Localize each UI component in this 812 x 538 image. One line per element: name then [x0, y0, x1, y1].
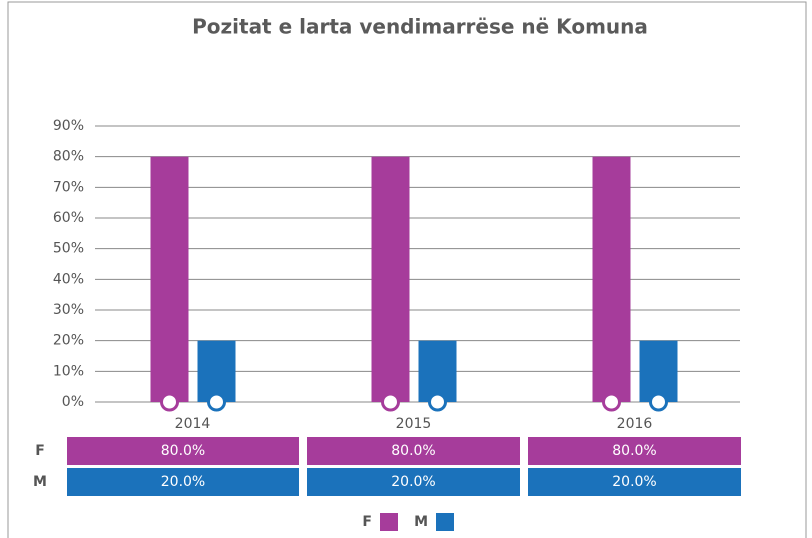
- bar: [639, 340, 678, 402]
- table-cell: [528, 437, 741, 465]
- legend-swatch: [380, 513, 398, 531]
- y-tick-label: 30%: [53, 302, 84, 318]
- y-tick-label: 90%: [53, 118, 84, 134]
- legend-label: F: [362, 514, 372, 530]
- bar: [418, 340, 457, 402]
- table-row-label: M: [33, 474, 47, 490]
- y-tick-label: 80%: [53, 149, 84, 165]
- x-tick-label: 2014: [175, 416, 211, 432]
- bar-base-marker: [207, 392, 226, 412]
- bar-base-marker: [428, 392, 447, 412]
- y-tick-label: 20%: [53, 333, 84, 349]
- y-tick-label: 50%: [53, 241, 84, 257]
- bar-base-marker: [602, 392, 621, 412]
- table-value: 80.0%: [161, 443, 205, 459]
- table-cell: [307, 468, 520, 496]
- legend-swatch: [436, 513, 454, 531]
- table-row-label: F: [35, 443, 45, 459]
- y-tick-label: 70%: [53, 179, 84, 195]
- table-value: 20.0%: [161, 474, 205, 490]
- chart-title: Pozitat e larta vendimarrëse në Komuna: [192, 15, 648, 39]
- x-tick-label: 2015: [396, 416, 432, 432]
- x-tick-label: 2016: [617, 416, 653, 432]
- table-cell: [67, 437, 299, 465]
- chart-border: [7, 1, 807, 538]
- bar: [592, 156, 631, 402]
- table-cell: [307, 437, 520, 465]
- y-tick-label: 10%: [53, 363, 84, 379]
- table-value: 80.0%: [612, 443, 656, 459]
- bar-base-marker: [160, 392, 179, 412]
- y-tick-label: 0%: [62, 394, 84, 410]
- bar: [197, 340, 236, 402]
- table-value: 20.0%: [612, 474, 656, 490]
- y-tick-label: 40%: [53, 271, 84, 287]
- bar-base-marker: [381, 392, 400, 412]
- table-cell: [528, 468, 741, 496]
- table-value: 80.0%: [391, 443, 435, 459]
- legend-label: M: [414, 514, 428, 530]
- table-value: 20.0%: [391, 474, 435, 490]
- bar-base-marker: [649, 392, 668, 412]
- table-cell: [67, 468, 299, 496]
- bar: [150, 156, 189, 402]
- bar: [371, 156, 410, 402]
- y-tick-label: 60%: [53, 210, 84, 226]
